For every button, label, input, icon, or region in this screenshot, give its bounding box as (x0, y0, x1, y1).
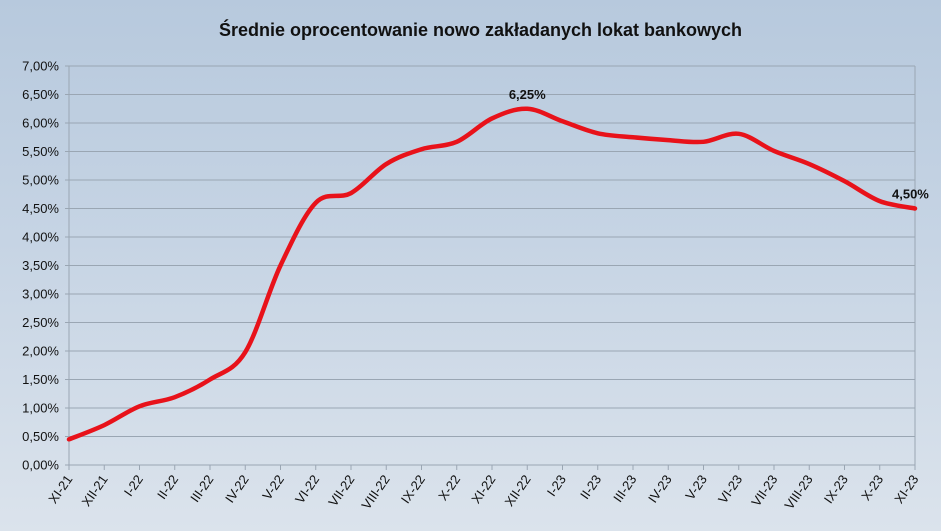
series-line (66, 106, 918, 442)
y-tick-label: 7,00% (22, 59, 59, 74)
y-tick-label: 6,50% (22, 87, 59, 102)
y-tick-label: 0,00% (22, 458, 59, 473)
y-tick-label: 6,00% (22, 116, 59, 131)
x-tick-label: XI-21 (45, 472, 75, 506)
x-tick-label: V-22 (259, 472, 287, 503)
y-tick-label: 2,00% (22, 344, 59, 359)
y-tick-label: 5,50% (22, 144, 59, 159)
x-tick-label: X-23 (858, 472, 886, 503)
x-tick-label: VI-22 (292, 472, 322, 506)
y-tick-label: 2,50% (22, 315, 59, 330)
y-tick-label: 1,50% (22, 372, 59, 387)
y-tick-label: 5,00% (22, 173, 59, 188)
y-tick-label: 4,00% (22, 230, 59, 245)
y-tick-label: 3,00% (22, 287, 59, 302)
x-tick-label: XII-22 (502, 472, 534, 509)
x-tick-label: V-23 (682, 472, 710, 503)
data-label: 4,50% (892, 187, 929, 202)
x-tick-label: VI-23 (715, 472, 745, 506)
x-tick-label: XI-23 (891, 472, 921, 506)
x-tick-label: X-22 (435, 472, 463, 503)
x-tick-label: XII-21 (79, 472, 111, 509)
x-tick-label: VIII-22 (358, 472, 392, 512)
y-tick-label: 0,50% (22, 429, 59, 444)
x-tick-label: III-22 (187, 472, 216, 505)
x-tick-label: VII-22 (325, 472, 357, 509)
y-tick-label: 1,00% (22, 401, 59, 416)
x-tick-label: IV-23 (645, 472, 675, 505)
chart-title: Średnie oprocentowanie nowo zakładanych … (218, 20, 743, 40)
x-tick-label: VIII-23 (781, 472, 815, 512)
x-tick-label: IV-22 (222, 472, 252, 505)
x-tick-label: I-23 (544, 472, 569, 499)
x-tick-label: I-22 (121, 472, 146, 499)
x-tick-label: VII-23 (748, 472, 780, 509)
data-label: 6,25% (509, 87, 546, 102)
y-tick-label: 3,50% (22, 258, 59, 273)
x-tick-label: III-23 (610, 472, 639, 505)
x-tick-label: XI-22 (468, 472, 498, 506)
x-tick-label: II-22 (154, 472, 181, 502)
x-tick-label: IX-23 (821, 472, 851, 506)
x-tick-label: IX-22 (398, 472, 428, 506)
x-tick-label: II-23 (577, 472, 604, 502)
y-tick-label: 4,50% (22, 201, 59, 216)
